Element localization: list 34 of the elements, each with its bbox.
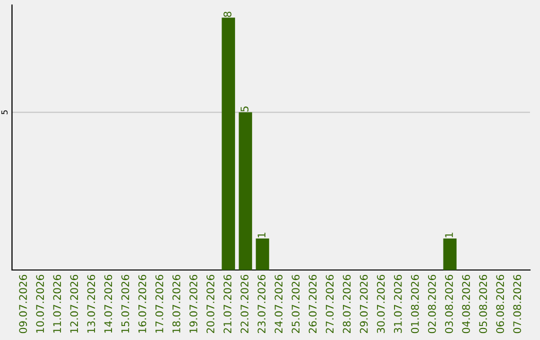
x-tick-label: 31.07.2026 bbox=[394, 274, 402, 334]
x-tick-label: 19.07.2026 bbox=[189, 274, 198, 333]
data-label: 5 bbox=[240, 106, 248, 112]
x-tick-label: 29.07.2026 bbox=[360, 274, 368, 334]
data-label: 8 bbox=[224, 12, 232, 17]
x-tick-label: 14.07.2026 bbox=[104, 274, 112, 333]
x-tick-label: 25.07.2026 bbox=[292, 274, 300, 334]
x-tick-label: 27.07.2026 bbox=[326, 274, 334, 334]
x-tick-label: 13.07.2026 bbox=[87, 274, 96, 333]
x-tick-label: 09.07.2026 bbox=[19, 274, 27, 334]
x-tick-label: 20.07.2026 bbox=[206, 274, 214, 334]
x-tick-label: 10.07.2026 bbox=[36, 274, 44, 333]
x-tick-label: 17.07.2026 bbox=[155, 274, 164, 333]
x-tick-label: 26.07.2026 bbox=[308, 274, 317, 334]
data-label: 1 bbox=[258, 232, 266, 238]
x-tick-label: 15.07.2026 bbox=[121, 274, 130, 333]
x-tick-label: 22.07.2026 bbox=[240, 274, 248, 334]
x-tick-label: 21.07.2026 bbox=[224, 274, 232, 334]
x-tick-label: 02.08.2026 bbox=[428, 274, 436, 334]
x-tick-label: 23.07.2026 bbox=[258, 274, 266, 334]
x-tick-label: 16.07.2026 bbox=[138, 274, 146, 333]
x-tick-label: 30.07.2026 bbox=[376, 274, 385, 334]
x-tick-label: 18.07.2026 bbox=[172, 274, 180, 333]
x-tick-label: 24.07.2026 bbox=[274, 274, 283, 334]
x-tick-label: 04.08.2026 bbox=[462, 274, 470, 334]
x-tick-label: 12.07.2026 bbox=[70, 274, 78, 333]
x-tick-label: 05.08.2026 bbox=[479, 274, 488, 334]
x-tick-label: 03.08.2026 bbox=[445, 274, 453, 334]
x-tick-label: 07.08.2026 bbox=[513, 274, 522, 334]
x-tick-label: 06.08.2026 bbox=[496, 274, 504, 334]
data-label: 1 bbox=[445, 232, 453, 238]
x-tick-label: 11.07.2026 bbox=[53, 274, 62, 333]
x-tick-label: 28.07.2026 bbox=[342, 274, 351, 334]
x-tick-label: 01.08.2026 bbox=[410, 274, 419, 334]
